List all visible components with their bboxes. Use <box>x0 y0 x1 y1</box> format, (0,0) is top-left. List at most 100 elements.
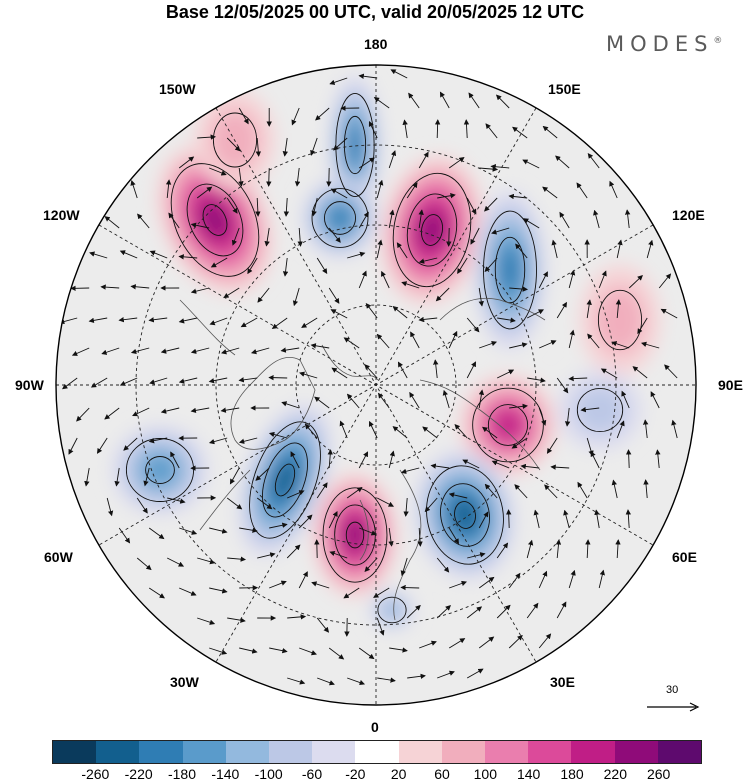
wind-arrow <box>388 450 395 469</box>
wind-arrow <box>484 483 498 499</box>
wind-arrow <box>238 107 249 125</box>
anomaly-contour <box>487 404 529 446</box>
wind-arrow <box>328 511 338 529</box>
wind-arrow <box>255 197 261 217</box>
wind-arrow <box>266 167 272 187</box>
wind-arrow <box>304 423 318 439</box>
wind-arrow <box>247 257 258 275</box>
wind-arrow <box>178 317 198 324</box>
wind-arrow <box>373 96 390 109</box>
wind-arrow <box>255 137 262 157</box>
lon-label-60w: 60W <box>44 549 73 565</box>
wind-arrow <box>197 617 216 625</box>
wind-arrow <box>317 677 335 686</box>
wind-arrow <box>179 587 197 596</box>
colorbar-tick-label: -140 <box>211 766 240 782</box>
wind-arrow <box>209 527 228 534</box>
wind-arrow <box>568 329 575 349</box>
wind-arrow <box>609 180 618 199</box>
wind-scale-arrow <box>647 702 700 712</box>
wind-arrow <box>400 557 408 577</box>
lon-label-150w: 150W <box>159 81 196 97</box>
wind-arrow <box>466 668 484 679</box>
wind-arrow <box>568 569 576 589</box>
wind-arrow <box>448 330 458 349</box>
anomaly-shade <box>500 248 520 292</box>
colorbar-segment <box>225 741 270 763</box>
wind-arrow <box>190 347 210 354</box>
wind-arrow <box>255 467 270 481</box>
anomaly-contour <box>322 487 388 583</box>
colorbar-segment <box>182 741 226 763</box>
wind-arrow <box>538 570 548 589</box>
wind-arrow <box>650 391 660 409</box>
wind-arrow <box>226 137 241 152</box>
map-boundary <box>55 64 697 706</box>
wind-arrow <box>437 670 455 679</box>
lon-label-60e: 60E <box>672 549 697 565</box>
anomaly-shade <box>494 411 522 439</box>
wind-arrow <box>286 544 301 559</box>
wind-arrow <box>479 340 498 349</box>
lon-label-180: 180 <box>364 36 388 52</box>
wind-arrow <box>430 463 450 469</box>
anomaly-contour <box>324 201 356 235</box>
wind-arrow <box>310 343 330 349</box>
wind-arrow <box>333 137 348 151</box>
wind-arrow <box>490 164 510 170</box>
wind-arrow <box>643 419 649 439</box>
wind-arrow <box>637 317 648 335</box>
colorbar-tick-label: -220 <box>124 766 153 782</box>
wind-arrow <box>388 527 394 547</box>
wind-arrow <box>454 424 468 439</box>
wind-arrow <box>550 464 570 470</box>
wind-arrow <box>485 123 498 139</box>
wind-arrow <box>436 605 451 619</box>
anomaly-shade <box>596 287 644 353</box>
wind-arrow <box>407 673 426 679</box>
wind-arrow <box>358 451 369 469</box>
wind-arrow <box>298 514 313 529</box>
wind-arrow <box>580 406 600 413</box>
wind-arrow <box>256 497 273 510</box>
wind-arrow <box>209 587 228 594</box>
wind-arrow <box>446 227 452 247</box>
wind-arrow <box>400 467 420 474</box>
wind-arrow <box>515 243 528 259</box>
wind-arrow <box>506 509 512 529</box>
wind-arrow <box>392 306 408 319</box>
colorbar-tick-label: 100 <box>473 766 497 782</box>
wind-arrow <box>466 317 480 333</box>
wind-arrow <box>197 134 217 140</box>
wind-arrow <box>563 509 570 529</box>
wind-arrow <box>239 527 258 533</box>
wind-arrow <box>556 601 567 619</box>
wind-arrow <box>104 407 120 420</box>
wind-arrow <box>178 377 198 384</box>
modes-logo: MODES® <box>606 32 722 56</box>
wind-arrow <box>130 284 150 290</box>
wind-arrow <box>316 482 328 499</box>
wind-arrow <box>484 197 498 212</box>
wind-arrow <box>466 197 477 215</box>
wind-arrow <box>418 209 424 229</box>
wind-arrow <box>210 257 228 268</box>
wind-arrow <box>209 167 227 176</box>
wind-arrow <box>178 254 198 260</box>
wind-arrow <box>130 180 138 199</box>
colorbar-segment <box>528 741 572 763</box>
wind-arrow <box>436 557 450 573</box>
wind-arrow <box>269 580 287 589</box>
colorbar-segment <box>139 741 183 763</box>
anomaly-contour <box>145 456 175 484</box>
wind-arrow <box>136 557 152 571</box>
anomaly-contour <box>454 501 476 529</box>
wind-arrow <box>628 275 643 289</box>
wind-arrow <box>526 539 534 559</box>
wind-arrow <box>587 333 600 349</box>
wind-arrow <box>227 617 246 623</box>
wind-arrow <box>329 77 348 85</box>
wind-arrow <box>457 257 468 274</box>
anomaly-contour <box>212 112 258 168</box>
wind-arrow <box>632 366 648 379</box>
